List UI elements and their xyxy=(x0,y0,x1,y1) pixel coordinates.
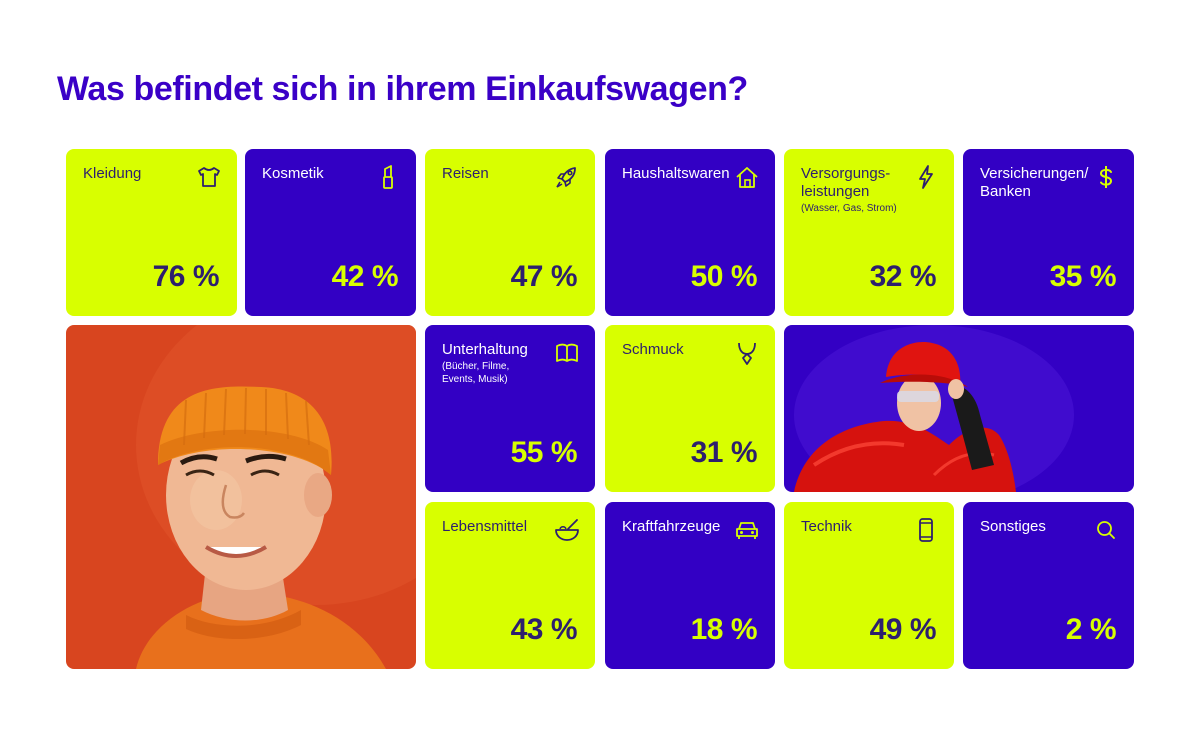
shirt-icon xyxy=(195,163,223,191)
category-tile: Haushaltswaren 50 % xyxy=(605,149,775,316)
car-icon xyxy=(733,516,761,544)
category-value: 35 % xyxy=(1049,260,1117,293)
lightning-icon xyxy=(912,163,940,191)
category-value: 55 % xyxy=(510,436,578,469)
category-label: Versicherungen/ Banken xyxy=(980,165,1095,201)
category-value: 47 % xyxy=(510,260,578,293)
category-label: Sonstiges xyxy=(980,518,1095,536)
category-value: 2 % xyxy=(1065,613,1117,646)
category-label: Lebensmittel xyxy=(442,518,557,536)
category-value: 43 % xyxy=(510,613,578,646)
category-label: Technik xyxy=(801,518,916,536)
man-orange-beanie-photo xyxy=(66,325,416,669)
category-tile: Schmuck 31 % xyxy=(605,325,775,492)
category-label-text: Kraftfahrzeuge xyxy=(622,518,721,535)
phone-icon xyxy=(912,516,940,544)
category-label-text: Versicherungen/ Banken xyxy=(980,165,1089,200)
search-icon xyxy=(1092,516,1120,544)
category-label-text: Reisen xyxy=(442,165,489,182)
category-tile: Technik 49 % xyxy=(784,502,954,669)
category-label-text: Technik xyxy=(801,518,852,535)
book-icon xyxy=(553,339,581,367)
category-label: Reisen xyxy=(442,165,557,183)
page-title: Was befindet sich in ihrem Einkaufswagen… xyxy=(57,70,748,108)
lipstick-icon xyxy=(374,163,402,191)
category-label: Kraftfahrzeuge xyxy=(622,518,737,536)
category-tile: Versicherungen/ Banken 35 % xyxy=(963,149,1134,316)
category-value: 32 % xyxy=(869,260,937,293)
category-tile: Lebensmittel 43 % xyxy=(425,502,595,669)
category-value: 50 % xyxy=(690,260,758,293)
category-label-text: Kleidung xyxy=(83,165,142,182)
category-label-text: Versorgungs- leistungen xyxy=(801,165,891,200)
category-label-text: Sonstiges xyxy=(980,518,1046,535)
bowl-icon xyxy=(553,516,581,544)
category-label: Unterhaltung (Bücher, Filme, Events, Musi… xyxy=(442,341,557,386)
category-value: 42 % xyxy=(331,260,399,293)
category-value: 76 % xyxy=(152,260,220,293)
category-sublabel: (Bücher, Filme, Events, Musik) xyxy=(442,361,510,385)
house-icon xyxy=(733,163,761,191)
category-tile: Kraftfahrzeuge 18 % xyxy=(605,502,775,669)
category-tile: Versorgungs- leistungen (Wasser, Gas, Str… xyxy=(784,149,954,316)
category-value: 31 % xyxy=(690,436,758,469)
category-tile: Kleidung 76 % xyxy=(66,149,237,316)
category-label: Kleidung xyxy=(83,165,198,183)
woman-red-jacket-photo xyxy=(784,325,1134,492)
category-label: Versorgungs- leistungen (Wasser, Gas, Str… xyxy=(801,165,916,215)
category-value: 49 % xyxy=(869,613,937,646)
category-tile: Unterhaltung (Bücher, Filme, Events, Musi… xyxy=(425,325,595,492)
category-tile: Kosmetik 42 % xyxy=(245,149,416,316)
category-label-text: Schmuck xyxy=(622,341,684,358)
category-value: 18 % xyxy=(690,613,758,646)
category-label-text: Unterhaltung xyxy=(442,341,528,358)
category-label: Schmuck xyxy=(622,341,737,359)
category-tile: Reisen 47 % xyxy=(425,149,595,316)
category-label-text: Haushaltswaren xyxy=(622,165,730,182)
rocket-icon xyxy=(553,163,581,191)
category-sublabel: (Wasser, Gas, Strom) xyxy=(801,203,897,214)
dollar-icon xyxy=(1092,163,1120,191)
category-label: Haushaltswaren xyxy=(622,165,737,183)
category-tile: Sonstiges 2 % xyxy=(963,502,1134,669)
category-label-text: Lebensmittel xyxy=(442,518,528,535)
category-label-text: Kosmetik xyxy=(262,165,324,182)
category-label: Kosmetik xyxy=(262,165,377,183)
necklace-icon xyxy=(733,339,761,367)
